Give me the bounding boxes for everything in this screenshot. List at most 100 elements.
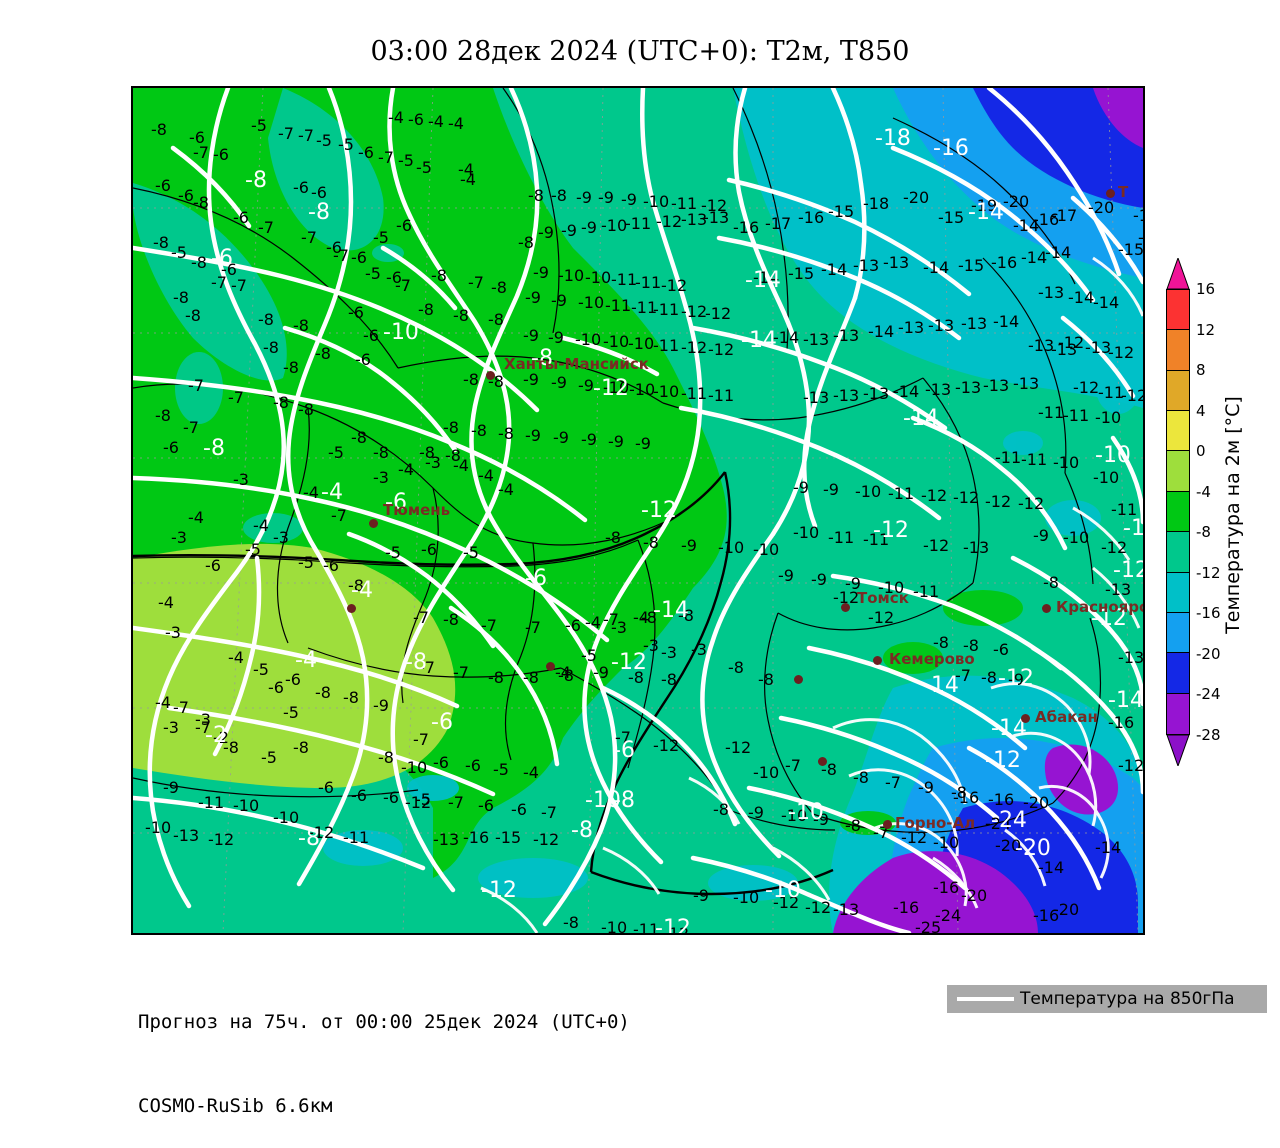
t2m-value: -14 (1021, 248, 1048, 267)
t2m-value: -8 (263, 338, 279, 357)
t2m-value: -6 (993, 640, 1009, 659)
t2m-value: -10 (603, 332, 630, 351)
t2m-value: -5 (338, 135, 354, 154)
city-label: Горно-Ал (895, 814, 976, 832)
t2m-value: -12 (681, 338, 708, 357)
t2m-value: -11 (1111, 500, 1138, 519)
t2m-value: -10 (601, 216, 628, 235)
t2m-value: -9 (561, 221, 577, 240)
t2m-value: -6 (233, 208, 249, 227)
t2m-value: -5 (245, 540, 261, 559)
t2m-value: -8 (173, 288, 189, 307)
t2m-value: -12 (868, 608, 895, 627)
colorbar-tick-4: 0 (1196, 442, 1206, 461)
t2m-value: -20 (1003, 192, 1030, 211)
colorbar-tick-10: -24 (1196, 685, 1221, 704)
t2m-value: -9 (523, 370, 539, 389)
t2m-value: -13 (853, 256, 880, 275)
colorbar-tick-3: 4 (1196, 401, 1206, 420)
t2m-value: -3 (233, 470, 249, 489)
t2m-value: -5 (171, 243, 187, 262)
t2m-value: -9 (918, 778, 934, 797)
t2m-value: -11 (1063, 406, 1090, 425)
t2m-value: -13 (833, 900, 860, 919)
city-label: Томск (857, 589, 909, 607)
t2m-value: -13 (1118, 648, 1145, 667)
t2m-value: -9 (811, 570, 827, 589)
t2m-value: -20 (1053, 900, 1080, 919)
t2m-value: -10 (273, 808, 300, 827)
t2m-value: -11 (633, 920, 660, 935)
t2m-value: -25 (915, 918, 942, 935)
t2m-value: -5 (283, 703, 299, 722)
t850-value: -12 (1091, 606, 1127, 631)
t2m-value: -16 (933, 878, 960, 897)
t2m-value: -12 (663, 924, 690, 935)
t2m-value: -9 (823, 480, 839, 499)
t850-value: -12 (998, 666, 1034, 691)
t2m-value: -8 (418, 300, 434, 319)
t2m-value: -11 (671, 194, 698, 213)
t2m-value: -4 (188, 508, 204, 527)
t2m-value: -12 (985, 492, 1012, 511)
city-dot-icon (818, 757, 827, 766)
t2m-value: -5 (261, 748, 277, 767)
t850-value: -6 (211, 246, 233, 271)
t2m-value: -13 (928, 316, 955, 335)
colorbar-tick-2: 8 (1196, 361, 1206, 380)
t2m-value: -8 (551, 186, 567, 205)
t2m-value: -4 (458, 160, 474, 179)
t2m-value: -8 (845, 816, 861, 835)
t2m-value: -9 (793, 478, 809, 497)
t2m-value: -8 (185, 306, 201, 325)
t2m-value: -12 (1018, 494, 1045, 513)
footer: Прогноз на 75ч. от 00:00 25дек 2024 (UTC… (138, 952, 630, 1148)
t2m-value: -10 (145, 818, 172, 837)
t2m-value: -8 (488, 668, 504, 687)
t2m-value: -9 (1033, 526, 1049, 545)
t2m-value: -8 (643, 533, 659, 552)
t2m-value: -6 (163, 438, 179, 457)
t2m-value: -8 (981, 668, 997, 687)
t850-value: -12 (481, 878, 517, 903)
t2m-value: -4 (428, 112, 444, 131)
t2m-value: -13 (883, 253, 910, 272)
t2m-value: -12 (701, 196, 728, 215)
t2m-value: -9 (373, 696, 389, 715)
colorbar-over-arrow (1166, 258, 1190, 290)
t2m-value: -14 (1093, 293, 1120, 312)
t2m-value: -12 (1121, 386, 1145, 405)
t850-value: -24 (991, 808, 1027, 833)
t2m-value: -14 (1013, 216, 1040, 235)
t2m-value: -8 (728, 658, 744, 677)
t2m-value: -8 (678, 606, 694, 625)
t2m-value: -10 (1063, 528, 1090, 547)
t2m-value: -13 (1085, 338, 1112, 357)
t2m-value: -6 (363, 326, 379, 345)
t2m-value: -5 (385, 543, 401, 562)
t2m-value: -8 (558, 666, 574, 685)
t2m-value: -2 (213, 728, 229, 747)
weather-map[interactable]: -8 -6 -7 -5 -7 -7 -5 -5 -6 -7 -5 -5 -4 -6 -4 -4 -4 -4 -6 -6… (131, 86, 1145, 935)
t2m-value: -11 (653, 336, 680, 355)
page-title: 03:00 28дек 2024 (UTC+0): T2м, T850 (370, 36, 910, 67)
t2m-value: -11 (828, 528, 855, 547)
t2m-value: -4 (523, 763, 539, 782)
t2m-value: -7 (955, 666, 971, 685)
t2m-value: -13 (1028, 336, 1055, 355)
t2m-value: -5 (298, 553, 314, 572)
t2m-value: -8 (283, 358, 299, 377)
t2m-value: -7 (211, 273, 227, 292)
t2m-value: -8 (498, 424, 514, 443)
t2m-value: -6 (205, 556, 221, 575)
colorbar-band-3 (1167, 411, 1189, 452)
t2m-value: -12 (656, 212, 683, 231)
t2m-value: -10 (718, 538, 745, 557)
t2m-value: -11 (605, 296, 632, 315)
t2m-value: -14 (773, 328, 800, 347)
t2m-value: -3 (273, 528, 289, 547)
t2m-value: -3 (661, 643, 677, 662)
t2m-value: -4 (453, 456, 469, 475)
t2m-value: -9 (681, 536, 697, 555)
t2m-value: -9 (578, 376, 594, 395)
